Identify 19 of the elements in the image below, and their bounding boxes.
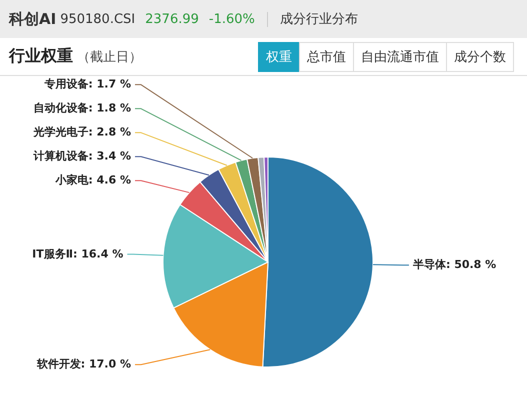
slice-label: 计算机设备: 3.4 %	[32, 150, 131, 163]
text: 自由流通市值	[353, 42, 447, 72]
slice-label: 光学光电子: 2.8 %	[32, 126, 131, 139]
slice-label: 小家电: 4.6 %	[54, 174, 131, 187]
text: -1.60%	[208, 12, 268, 26]
text: 成分个数	[446, 42, 514, 72]
chart-subtitle: （截止日）	[77, 48, 142, 66]
slice-label: 半导体: 50.8 %	[412, 258, 496, 272]
text: 科创AI	[9, 10, 56, 28]
text: 成分行业分布	[280, 11, 358, 28]
text: 2376.99	[145, 12, 199, 26]
chart-title: 行业权重	[9, 46, 73, 67]
slice-label: IT服务Ⅱ: 16.4 %	[32, 247, 124, 260]
slice-label: 软件开发: 17.0 %	[36, 358, 131, 371]
text: 权重	[258, 42, 300, 72]
slice-label: 专用设备: 1.7 %	[43, 78, 131, 91]
text: 总市值	[299, 42, 354, 72]
slice-label: 自动化设备: 1.8 %	[33, 102, 131, 115]
text: 950180.CSI	[60, 12, 136, 26]
